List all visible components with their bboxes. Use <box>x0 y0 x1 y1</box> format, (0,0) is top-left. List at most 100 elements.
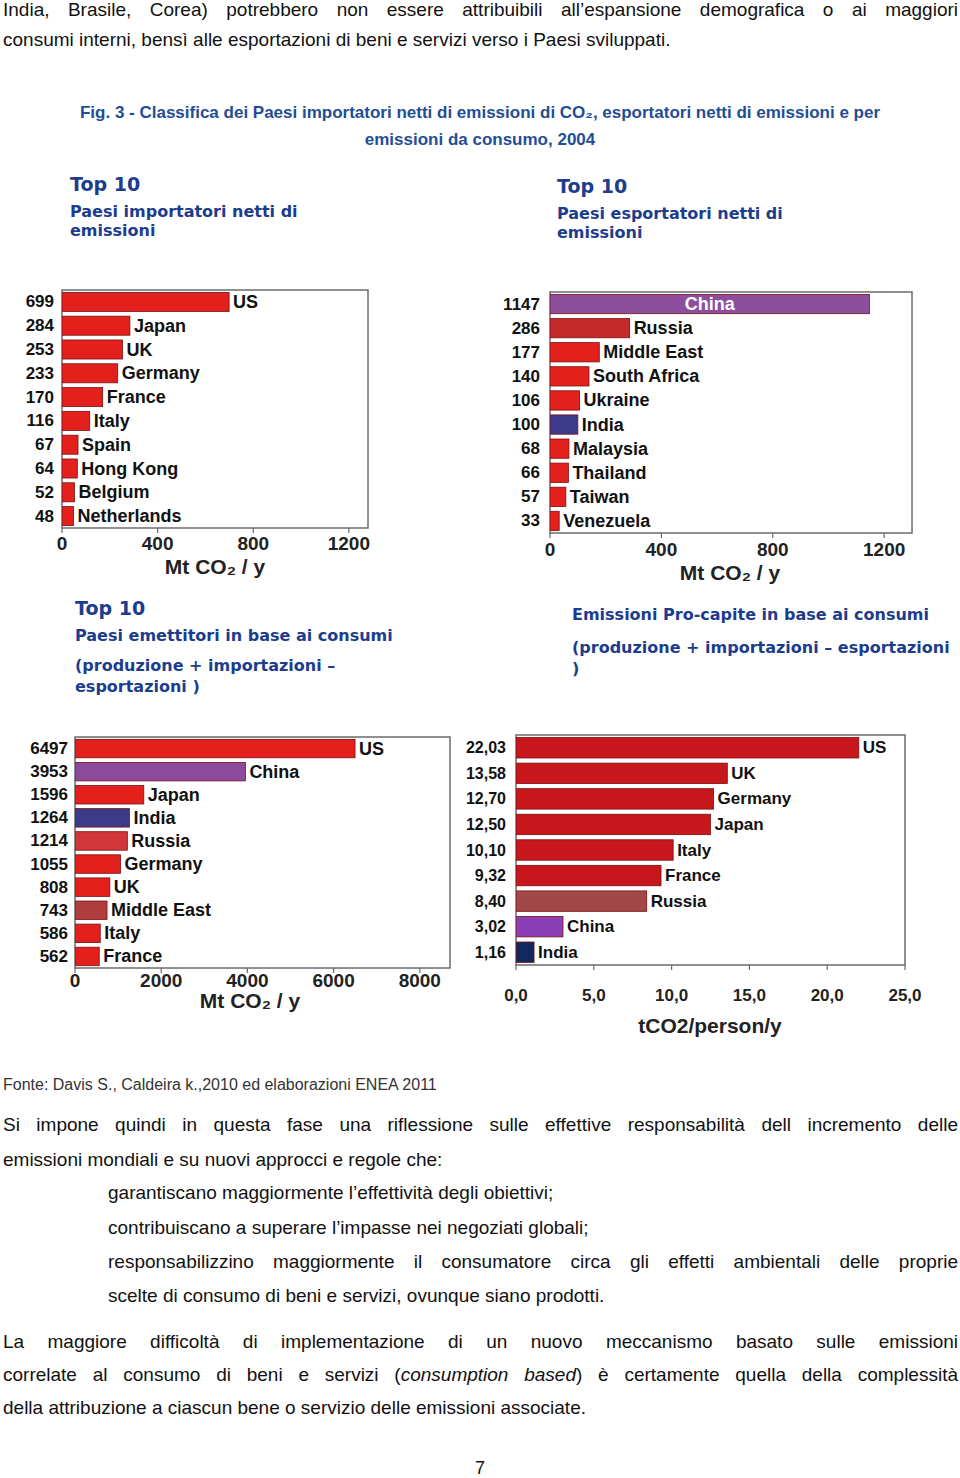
tick-label: 25,0 <box>888 986 921 1005</box>
chart-title-block: Top 10Paesi esportatori netti di emissio… <box>557 174 857 252</box>
bars <box>75 739 355 965</box>
tick-mark <box>549 533 550 538</box>
category-label: Italy <box>677 841 712 860</box>
bullet-line: responsabilizzino maggiormente il consum… <box>108 1250 958 1274</box>
data-label: 3953 <box>30 762 68 781</box>
data-label: 13,58 <box>466 765 506 782</box>
bars <box>550 294 869 530</box>
labels: US699Japan284UK253Germany233France170Ita… <box>26 292 258 526</box>
data-label: 116 <box>27 411 54 430</box>
data-label: 67 <box>35 435 54 454</box>
category-label: Thailand <box>572 463 646 483</box>
category-label: Middle East <box>603 342 703 362</box>
tick-label: 10,0 <box>655 986 688 1005</box>
bar <box>516 865 661 885</box>
chart-title: Emissioni Pro-capite in base ai consumi <box>572 604 957 625</box>
tick-label: 800 <box>237 533 269 554</box>
intro-line: India, Brasile, Corea) potrebbero non es… <box>3 0 958 22</box>
chart-title-block: Top 10Paesi importatori netti di emissio… <box>70 172 345 250</box>
tick-label: 2000 <box>140 970 182 991</box>
bar <box>62 483 74 502</box>
data-label: 10,10 <box>466 842 506 859</box>
bar <box>550 343 599 362</box>
plot-frame <box>550 292 912 533</box>
paragraph-line: La maggiore difficoltà di implementazion… <box>3 1330 958 1354</box>
intro-line: consumi interni, bensì alle esportazioni… <box>3 28 958 52</box>
bar <box>62 292 229 311</box>
category-label: Spain <box>82 435 131 455</box>
text-span: della attribuzione a ciascun bene o serv… <box>3 1397 586 1418</box>
chart: US22,03UK13,58Germany12,70Japan12,50Ital… <box>466 735 922 1037</box>
data-label: 286 <box>512 319 540 338</box>
bar <box>62 411 90 430</box>
chart: China1147Russia286Middle East177South Af… <box>503 292 912 584</box>
category-label: Japan <box>715 815 764 834</box>
bar <box>550 415 578 434</box>
bar <box>62 459 77 478</box>
tick-label: 20,0 <box>811 986 844 1005</box>
bar <box>62 364 118 383</box>
category-label: Germany <box>718 789 792 808</box>
chart-title: Top 10 <box>75 596 420 620</box>
bars <box>62 292 229 525</box>
bar <box>62 388 103 407</box>
data-label: 233 <box>26 364 54 383</box>
tick-mark <box>827 965 828 970</box>
tick-mark <box>593 965 594 970</box>
category-label: India <box>538 943 578 962</box>
bar <box>75 901 107 919</box>
bar <box>62 316 130 335</box>
category-label: UK <box>731 764 756 783</box>
bar <box>550 511 559 530</box>
category-label: Russia <box>651 892 707 911</box>
bar <box>550 439 569 458</box>
bar <box>75 947 99 965</box>
bar <box>516 840 673 860</box>
category-label: Germany <box>122 363 200 383</box>
bar <box>75 739 355 757</box>
data-label: 177 <box>512 343 540 362</box>
bar <box>62 435 78 454</box>
data-label: 1596 <box>30 785 68 804</box>
bar <box>516 942 534 962</box>
tick-label: 15,0 <box>733 986 766 1005</box>
category-label: Venezuela <box>563 511 651 531</box>
bar <box>75 809 129 827</box>
bar <box>550 367 589 386</box>
bullet-line: contribuiscano a superare l’impasse nei … <box>108 1216 958 1240</box>
data-label: 1,16 <box>475 944 506 961</box>
category-label: UK <box>126 340 152 360</box>
category-label: US <box>359 739 384 759</box>
text-span: La maggiore difficoltà di implementazion… <box>3 1331 958 1352</box>
text-span: ) è certamente quella della complessità <box>576 1364 958 1385</box>
chart-title-block: Top 10Paesi emettitori in base ai consum… <box>75 596 420 697</box>
bar <box>62 340 122 359</box>
tick-mark <box>661 533 662 538</box>
category-label: Belgium <box>78 482 149 502</box>
data-label: 12,50 <box>466 816 506 833</box>
category-label: Germany <box>124 854 202 874</box>
bar <box>550 487 566 506</box>
data-label: 64 <box>35 459 54 478</box>
data-label: 808 <box>40 878 68 897</box>
data-label: 1147 <box>503 295 540 314</box>
tick-mark <box>884 533 885 538</box>
tick-label: 4000 <box>226 970 268 991</box>
data-label: 57 <box>521 487 540 506</box>
category-label: UK <box>114 877 140 897</box>
bar <box>516 916 563 936</box>
tick-mark <box>904 965 905 970</box>
labels: China1147Russia286Middle East177South Af… <box>503 294 736 531</box>
tick-label: 0,0 <box>504 986 528 1005</box>
bar <box>516 789 714 809</box>
category-label: France <box>665 866 721 885</box>
category-label: China <box>567 917 615 936</box>
category-label: Taiwan <box>570 487 630 507</box>
paragraph-line: correlate al consumo di beni e servizi (… <box>3 1363 958 1387</box>
category-label: Ukraine <box>584 390 650 410</box>
data-label: 52 <box>35 483 54 502</box>
page: India, Brasile, Corea) potrebbero non es… <box>0 0 960 1478</box>
bar <box>550 391 580 410</box>
tick-mark <box>749 965 750 970</box>
axis-label: tCO2/person/y <box>638 1014 782 1037</box>
